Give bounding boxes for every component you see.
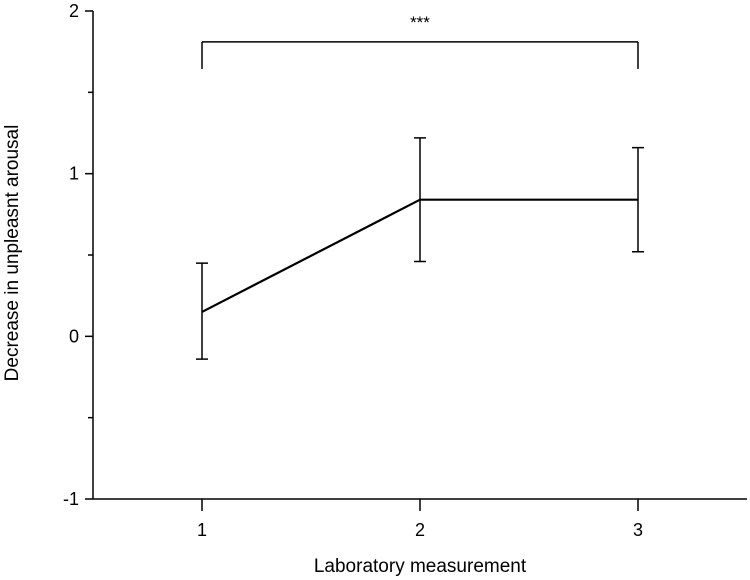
x-tick-label: 2 [415,520,425,540]
y-tick-label: 0 [69,326,79,346]
x-axis-label: Laboratory measurement [314,556,527,577]
significance-label: *** [410,13,430,32]
y-tick-label: -1 [63,489,79,509]
series [196,137,644,360]
y-tick-label: 1 [69,164,79,184]
ticks: -1 0 1 2 1 2 3 [63,1,643,540]
annotations: *** [201,13,639,69]
x-tick-label: 1 [197,520,207,540]
y-axis-label: Decrease in unpleasnt arousal [2,125,23,382]
x-tick-label: 3 [633,520,643,540]
y-tick-label: 2 [69,1,79,21]
